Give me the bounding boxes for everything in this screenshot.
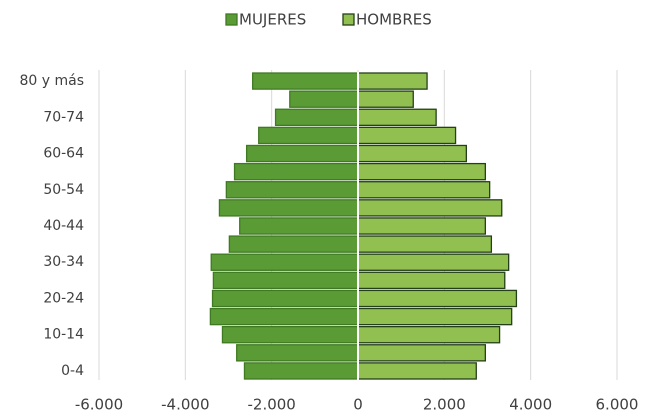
bar [245, 144, 359, 163]
x-tick-label: -4.000 [161, 396, 209, 414]
bar [243, 362, 359, 380]
bar [357, 126, 457, 145]
bar [211, 289, 359, 308]
bar [357, 362, 477, 380]
y-tick-label: 50-54 [43, 182, 84, 198]
bar [357, 344, 486, 362]
bar [357, 271, 506, 290]
legend-swatch [225, 13, 238, 26]
bar [221, 325, 359, 344]
legend-swatch [342, 13, 355, 26]
bar [357, 235, 493, 253]
bar [357, 90, 414, 108]
bar [357, 72, 428, 90]
bar [357, 307, 513, 326]
x-tick-label: 6.000 [596, 396, 639, 414]
legend-label: HOMBRES [356, 11, 432, 29]
x-tick-label: 4.000 [509, 396, 552, 414]
bar [357, 217, 486, 235]
bar [212, 271, 359, 290]
bar [274, 108, 359, 127]
y-tick-label: 0-4 [61, 363, 84, 379]
x-tick-label: -2.000 [247, 396, 295, 414]
bar [228, 235, 359, 253]
bar [357, 199, 503, 217]
bar [252, 72, 359, 90]
legend-label: MUJERES [239, 11, 306, 29]
bar [357, 144, 467, 163]
x-tick-label: 0 [353, 396, 363, 414]
bar [357, 162, 486, 181]
bar [357, 289, 518, 308]
bar [357, 325, 501, 344]
y-tick-label: 40-44 [43, 218, 84, 234]
bar [357, 108, 437, 127]
bar [218, 199, 359, 217]
bar [236, 344, 359, 362]
y-tick-label: 30-34 [43, 254, 84, 270]
x-tick-label: 2.000 [423, 396, 466, 414]
y-tick-label: 60-64 [43, 146, 84, 162]
y-tick-label: 70-74 [43, 109, 84, 125]
bar [233, 162, 359, 181]
x-tick-label: -6.000 [75, 396, 123, 414]
bar [258, 126, 359, 145]
y-tick-label: 80 y más [19, 73, 84, 89]
y-tick-label: 20-24 [43, 290, 84, 306]
bar [357, 181, 491, 199]
bar [357, 253, 510, 271]
bar [239, 217, 359, 235]
bar [210, 253, 359, 271]
y-tick-label: 10-14 [43, 327, 84, 343]
bar [225, 181, 359, 199]
bar [289, 90, 359, 108]
bar [209, 307, 359, 326]
